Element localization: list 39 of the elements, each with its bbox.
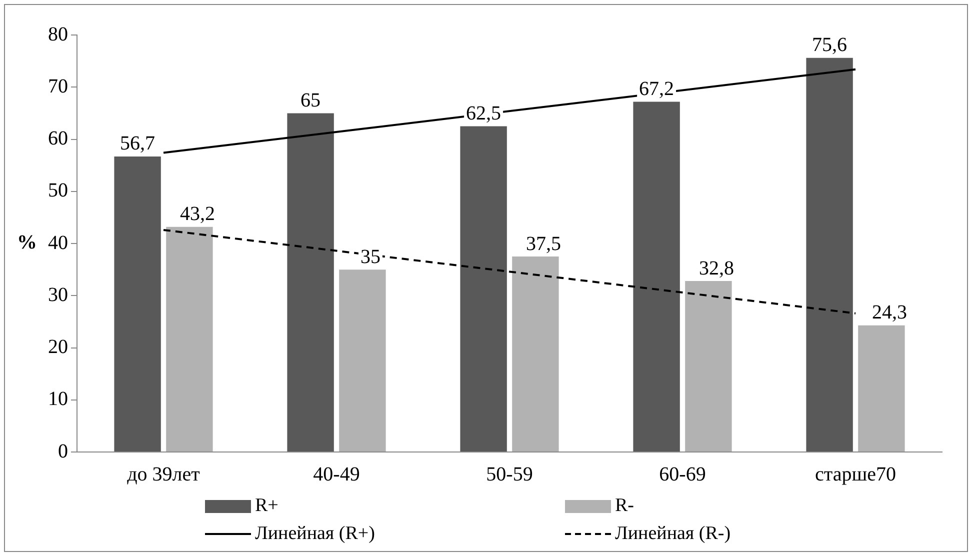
y-tick-label: 30: [48, 284, 68, 306]
data-label: 35: [360, 246, 380, 268]
x-tick-label: 60-69: [659, 463, 706, 486]
bar: [633, 102, 680, 452]
y-tick-label: 70: [48, 75, 68, 98]
x-tick-label: старше70: [814, 463, 896, 486]
data-label: 65: [300, 89, 321, 112]
legend-label: R+: [255, 495, 278, 517]
y-tick-label: 40: [48, 232, 68, 254]
data-label: 67,2: [639, 78, 674, 100]
y-tick-label: 80: [48, 23, 68, 46]
legend-label: Линейная (R+): [255, 523, 375, 545]
bar: [512, 256, 559, 452]
legend-label: R-: [615, 495, 634, 517]
x-tick-label: 50-59: [486, 463, 533, 486]
bar: [287, 113, 334, 452]
bar: [114, 156, 161, 452]
bar: [858, 325, 905, 452]
bar: [806, 58, 853, 452]
data-label: 24,3: [872, 302, 907, 324]
data-label: 37,5: [526, 232, 561, 255]
y-tick-label: 50: [48, 180, 68, 202]
legend-label: Линейная (R-): [615, 523, 731, 545]
x-tick-label: до 39лет: [127, 463, 200, 486]
y-tick-label: 60: [48, 128, 68, 150]
y-axis-title: %: [17, 232, 37, 254]
y-tick-label: 20: [48, 336, 68, 358]
bar: [166, 226, 213, 452]
data-label: 43,2: [180, 203, 215, 226]
y-tick-label: 0: [58, 440, 68, 462]
bar: [339, 270, 386, 452]
bar: [460, 126, 507, 452]
data-label: 75,6: [812, 34, 848, 56]
data-label: 32,8: [698, 257, 734, 280]
data-label: 62,5: [466, 102, 502, 124]
data-label: 56,7: [120, 132, 156, 155]
y-tick-label: 10: [48, 388, 68, 410]
bar: [685, 281, 732, 452]
x-tick-label: 40-49: [313, 463, 360, 486]
